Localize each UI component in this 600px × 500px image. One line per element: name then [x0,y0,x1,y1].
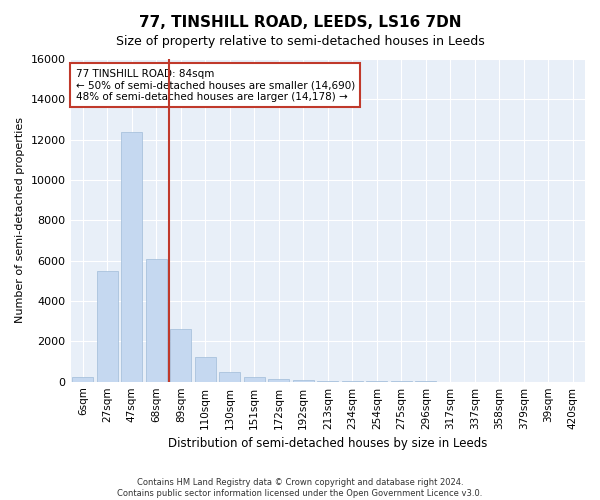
Bar [293,380,314,382]
Bar [121,132,142,382]
Text: 77 TINSHILL ROAD: 84sqm
← 50% of semi-detached houses are smaller (14,690)
48% o: 77 TINSHILL ROAD: 84sqm ← 50% of semi-de… [76,68,355,102]
Bar [97,271,118,382]
X-axis label: Distribution of semi-detached houses by size in Leeds: Distribution of semi-detached houses by … [168,437,487,450]
Bar [268,378,289,382]
Bar [244,376,265,382]
Text: Size of property relative to semi-detached houses in Leeds: Size of property relative to semi-detach… [116,35,484,48]
Text: Contains HM Land Registry data © Crown copyright and database right 2024.
Contai: Contains HM Land Registry data © Crown c… [118,478,482,498]
Bar [146,258,167,382]
Bar [195,358,215,382]
Bar [317,381,338,382]
Y-axis label: Number of semi-detached properties: Number of semi-detached properties [15,118,25,324]
Bar [220,372,240,382]
Bar [170,329,191,382]
Bar [73,376,93,382]
Bar [342,381,362,382]
Text: 77, TINSHILL ROAD, LEEDS, LS16 7DN: 77, TINSHILL ROAD, LEEDS, LS16 7DN [139,15,461,30]
